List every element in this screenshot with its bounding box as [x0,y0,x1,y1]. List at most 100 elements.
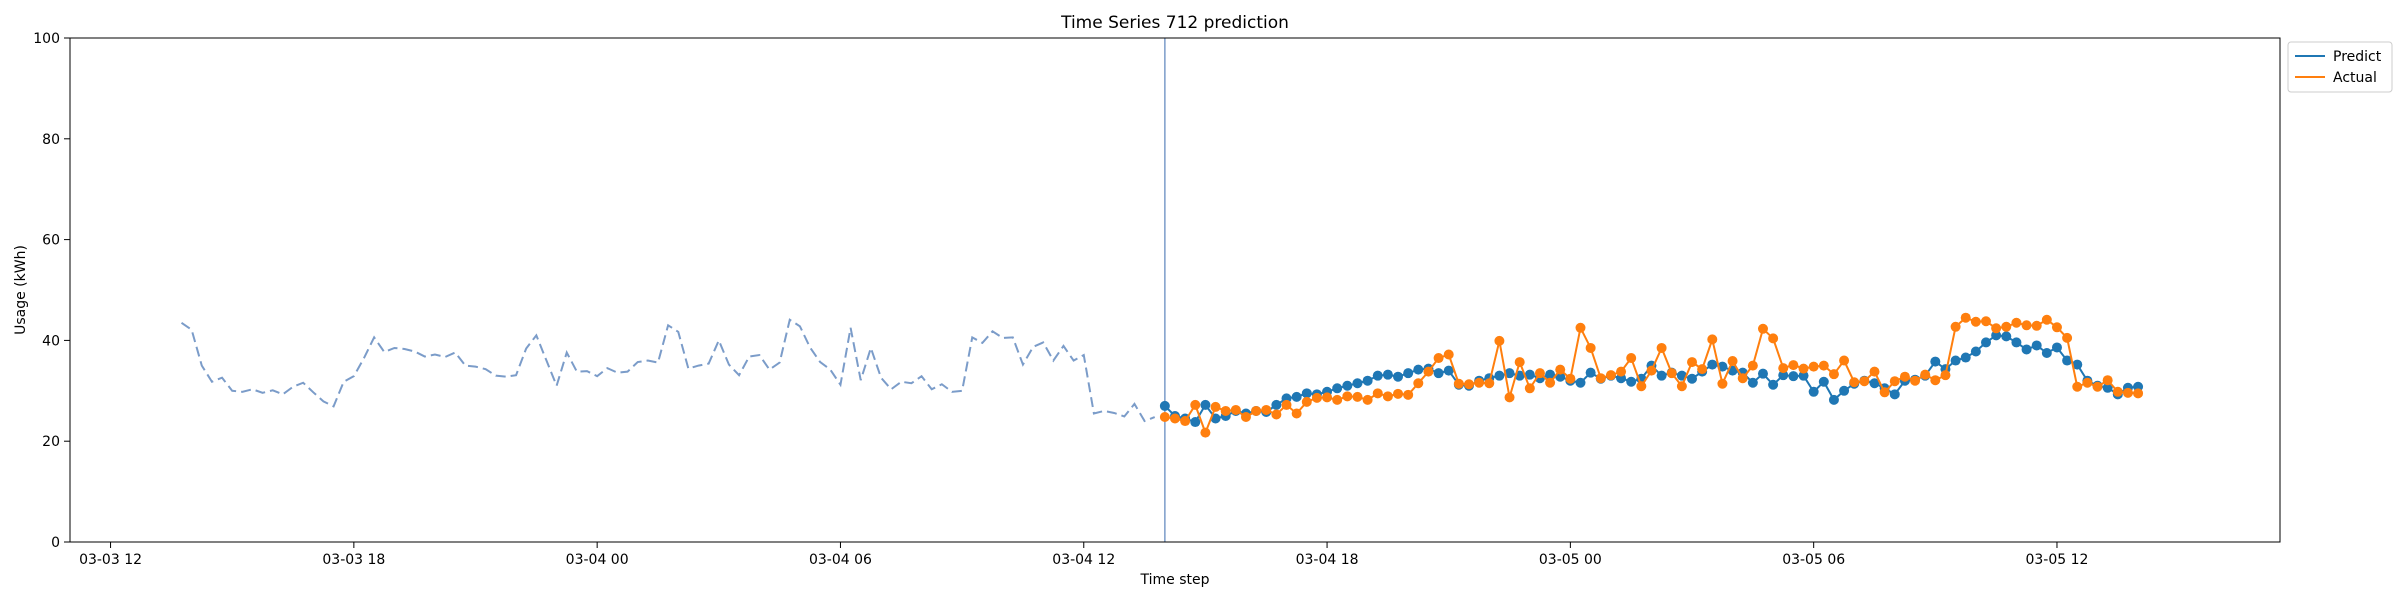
y-axis: 0 20 40 60 80 100 [33,31,70,551]
actual-point [2092,381,2103,392]
actual-point [1281,399,1292,410]
actual-point [1960,312,1971,323]
predict-point [2102,382,2113,393]
x-axis: 03-03 12 03-03 18 03-04 00 03-04 06 03-04 12… [79,542,2088,568]
predict-point [1778,370,1789,381]
x-tick-label: 03-05 00 [1539,552,1602,568]
predict-point [1656,370,1667,381]
actual-point [1879,387,1890,398]
predict-point [1626,376,1637,387]
actual-point [1514,357,1525,368]
actual-point [1707,334,1718,345]
predict-point [1494,370,1505,381]
actual-point [1747,360,1758,371]
x-tick-label: 03-04 00 [566,552,629,568]
actual-point [1920,369,1931,380]
predict-point [1352,378,1363,389]
actual-point [1869,366,1880,377]
actual-point [1423,366,1434,377]
actual-point [1666,368,1677,379]
y-axis-label: Usage (kWh) [13,245,29,335]
actual-point [1981,316,1992,327]
y-tick-label: 80 [42,132,60,148]
x-tick-label: 03-03 18 [322,552,385,568]
actual-point [1991,323,2002,334]
predict-point [1545,369,1556,380]
actual-point [1534,368,1545,379]
actual-point [1798,363,1809,374]
predict-point [2021,344,2032,355]
actual-point [1463,379,1474,390]
predict-point [1403,368,1414,379]
x-tick-label: 03-05 12 [2025,552,2088,568]
predict-point [1190,417,1201,428]
predict-point [1433,368,1444,379]
actual-point [1889,376,1900,387]
actual-point [2112,386,2123,397]
predict-point [2062,355,2073,366]
predict-point [2001,331,2012,342]
actual-point [1372,388,1383,399]
x-tick-label: 03-04 18 [1296,552,1359,568]
actual-point [1687,357,1698,368]
actual-point [1930,375,1941,386]
actual-point [1504,392,1515,403]
actual-point [1301,396,1312,407]
predict-point [1707,359,1718,370]
actual-point [1362,394,1373,405]
actual-point [1210,401,1221,412]
chart-marks [180,38,2144,542]
predict-point [1362,375,1373,386]
actual-point [1575,322,1586,333]
actual-point [1950,321,1961,332]
predict-point [1808,386,1819,397]
actual-point [2062,332,2073,343]
predict-point [1818,376,1829,387]
predict-point [1768,379,1779,390]
actual-point [1768,333,1779,344]
actual-point [1200,427,1211,438]
actual-point [1332,394,1343,405]
predict-point [1332,383,1343,394]
actual-point [1291,408,1302,419]
predict-line [1164,334,2139,424]
y-tick-label: 0 [51,535,60,551]
predict-point [2041,348,2052,358]
actual-point [1737,373,1748,384]
predict-point [2011,337,2022,348]
predict-point [1798,370,1809,381]
actual-point [1808,361,1819,372]
predict-point [1504,368,1515,379]
predict-point [1413,364,1424,375]
actual-point [1585,342,1596,353]
actual-point [1230,404,1241,415]
actual-point [1180,416,1191,427]
legend: Predict Actual [2287,41,2393,93]
actual-point [1484,378,1495,389]
actual-point [1899,371,1910,382]
actual-point [1788,360,1799,371]
actual-point [1342,391,1353,402]
actual-point [1190,399,1201,410]
predict-point [1585,367,1596,378]
chart-title: Time Series 712 prediction [1060,13,1289,33]
actual-point [1322,392,1333,403]
actual-point [1524,383,1535,394]
actual-point [1849,377,1860,388]
actual-point [1453,378,1464,389]
predict-point [2031,340,2042,351]
x-tick-label: 03-04 06 [809,552,872,568]
predict-point [1757,368,1768,379]
predict-point [1372,370,1383,381]
predict-point [1889,389,1900,400]
actual-point [1443,349,1454,360]
actual-point [1616,366,1627,377]
actual-point [1555,364,1566,375]
y-tick-label: 100 [33,31,60,47]
actual-point [2011,317,2022,328]
predict-point [1970,346,1981,357]
actual-point [1646,365,1657,376]
actual-point [1433,353,1444,364]
